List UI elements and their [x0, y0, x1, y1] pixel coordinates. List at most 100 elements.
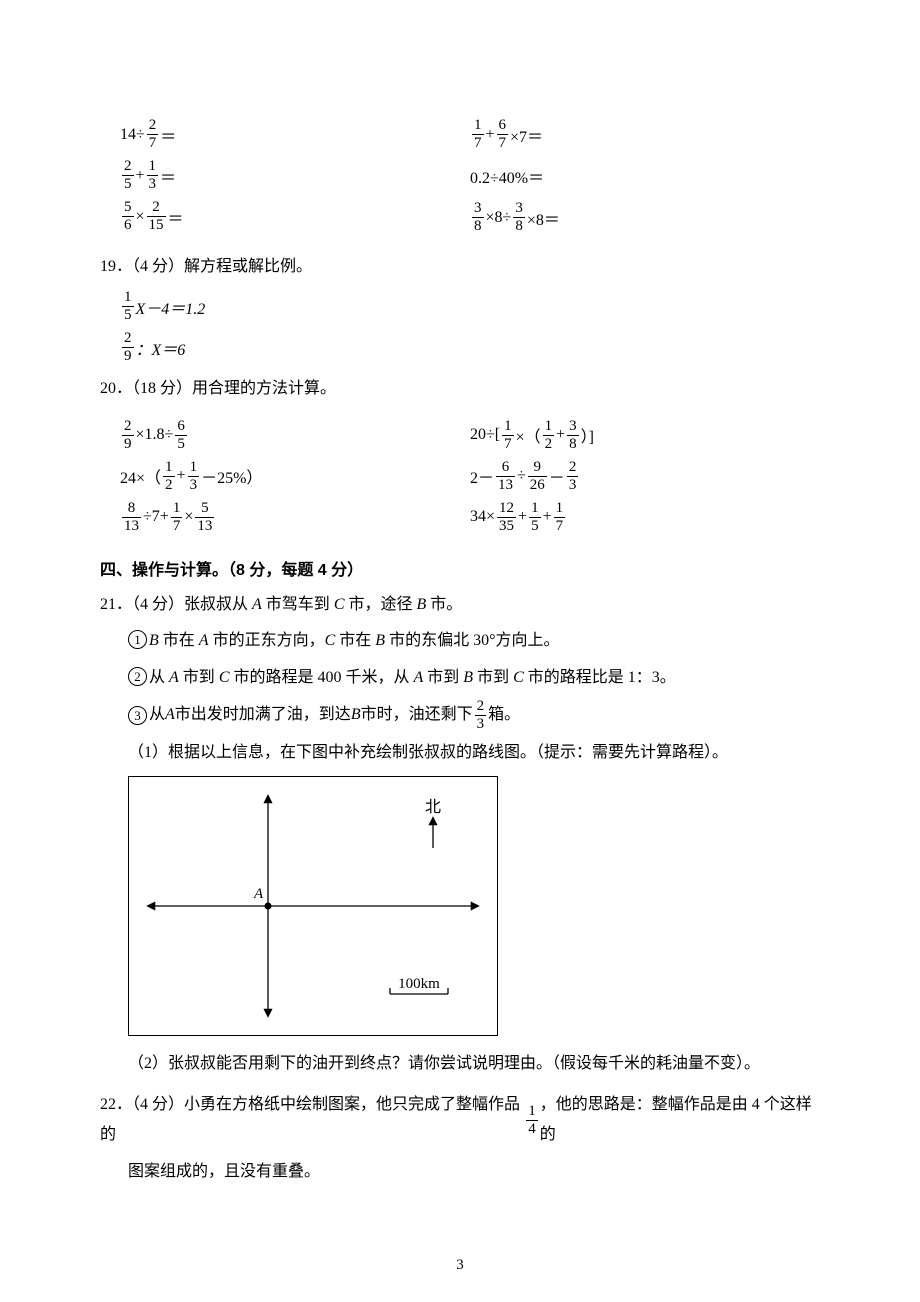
var: B [417, 596, 427, 613]
text: 21．（4 分）张叔叔从 [100, 596, 252, 613]
text: 20÷[ [470, 426, 500, 444]
fraction: 27 [147, 118, 159, 151]
q21-sub2: （2）张叔叔能否用剩下的油开到终点？请你尝试说明理由。（假设每千米的耗油量不变）… [128, 1049, 820, 1079]
fraction: 13 [147, 159, 159, 192]
arith-left-col: 14÷ 27 ＝ 25 + 13 ＝ 56 × 215 ＝ [120, 110, 470, 242]
fraction: 14 [526, 1104, 538, 1137]
text: 市，途径 [344, 596, 416, 613]
arith-expr: 56 × 215 ＝ [120, 200, 470, 233]
circled-number: 1 [128, 630, 147, 649]
circled-number: 3 [128, 706, 147, 725]
text: 22．（4 分）小勇在方格纸中绘制图案，他只完成了整幅作品的 [100, 1090, 524, 1151]
text: X－4＝1.2 [136, 295, 206, 319]
arith-expr: 38 ×8÷ 38 ×8＝ [470, 201, 820, 234]
text: + [177, 467, 186, 485]
page-number: 3 [0, 1257, 920, 1274]
text: ×7＝ [510, 123, 543, 147]
fraction: 38 [567, 419, 579, 452]
text: 市到 [473, 669, 513, 686]
q19: 19．（4 分）解方程或解比例。 15 X－4＝1.2 29 ：X＝6 [100, 252, 820, 364]
q21-cond2: 2从 A 市到 C 市的路程是 400 千米，从 A 市到 B 市到 C 市的路… [128, 663, 820, 693]
route-diagram: A北100km [128, 776, 498, 1036]
svg-text:100km: 100km [398, 976, 440, 992]
var: B [375, 632, 385, 649]
var: B [351, 700, 361, 730]
text: 14÷ [120, 126, 145, 144]
fraction: 15 [529, 501, 541, 534]
fraction: 38 [472, 201, 484, 234]
fraction: 23 [567, 460, 579, 493]
text: 市。 [426, 596, 462, 613]
text: ，他的思路是：整幅作品是由 4 个这样的 [540, 1090, 820, 1151]
text: 市到 [179, 669, 219, 686]
svg-text:北: 北 [425, 798, 441, 816]
var: C [325, 632, 336, 649]
text: ×1.8÷ [136, 426, 174, 444]
q22-line2: 图案组成的，且没有重叠。 [128, 1157, 820, 1187]
arith-expr: 0.2÷40%＝ [470, 159, 820, 193]
text: 2－ [470, 464, 494, 488]
q21-cond1: 1B 市在 A 市的正东方向，C 市在 B 市的东偏北 30°方向上。 [128, 626, 820, 656]
q19-eq1: 15 X－4＝1.2 [120, 290, 820, 323]
text: + [518, 508, 527, 526]
var: A [165, 700, 175, 730]
fraction: 17 [171, 501, 183, 534]
fraction: 13 [188, 460, 200, 493]
q20-expr: 24×（ 12 + 13 －25%） [120, 460, 470, 493]
circled-number: 2 [128, 667, 147, 686]
fraction: 17 [502, 419, 514, 452]
text: 34× [470, 508, 495, 526]
text: ＝ [160, 123, 176, 147]
text: ＝ [160, 164, 176, 188]
text: 市在 [335, 632, 375, 649]
q20-grid: 29 ×1.8÷ 65 24×（ 12 + 13 －25%） 813 ÷7+ 1… [120, 411, 820, 542]
text: 箱。 [488, 700, 520, 730]
var: A [252, 596, 262, 613]
q21-title: 21．（4 分）张叔叔从 A 市驾车到 C 市，途径 B 市。 [100, 590, 820, 620]
text: + [556, 426, 565, 444]
fraction: 613 [496, 460, 515, 493]
fraction: 25 [122, 159, 134, 192]
var: B [463, 669, 473, 686]
var: B [149, 632, 159, 649]
q20: 20．（18 分）用合理的方法计算。 29 ×1.8÷ 65 24×（ 12 +… [100, 374, 820, 541]
text: ×8÷ [486, 209, 512, 227]
q19-title: 19．（4 分）解方程或解比例。 [100, 252, 820, 282]
var: C [513, 669, 524, 686]
q19-eq2: 29 ：X＝6 [120, 331, 820, 364]
fraction: 926 [528, 460, 547, 493]
fraction: 215 [147, 200, 166, 233]
page: 14÷ 27 ＝ 25 + 13 ＝ 56 × 215 ＝ 17 + 67 [0, 0, 920, 1302]
arith-block: 14÷ 27 ＝ 25 + 13 ＝ 56 × 215 ＝ 17 + 67 [120, 110, 820, 242]
text: 从 [149, 700, 165, 730]
text: 市出发时加满了油，到达 [175, 700, 351, 730]
var: A [169, 669, 179, 686]
text: 0.2÷40%＝ [470, 164, 544, 188]
q20-title: 20．（18 分）用合理的方法计算。 [100, 374, 820, 404]
fraction: 15 [122, 290, 134, 323]
text: 24×（ [120, 464, 161, 488]
text: ×8＝ [527, 206, 560, 230]
fraction: 23 [475, 699, 487, 732]
text: + [486, 126, 495, 144]
q22-line1: 22．（4 分）小勇在方格纸中绘制图案，他只完成了整幅作品的 14 ，他的思路是… [100, 1090, 820, 1151]
q21: 21．（4 分）张叔叔从 A 市驾车到 C 市，途径 B 市。 1B 市在 A … [100, 590, 820, 1080]
fraction: 513 [195, 501, 214, 534]
text: ＝ [168, 205, 184, 229]
text: × [136, 208, 145, 226]
text: 市在 [159, 632, 199, 649]
q21-sub1: （1）根据以上信息，在下图中补充绘制张叔叔的路线图。（提示：需要先计算路程）。 [128, 738, 820, 768]
fraction: 813 [122, 501, 141, 534]
fraction: 65 [175, 419, 187, 452]
text: 市的路程比是 1：3。 [524, 669, 676, 686]
q20-expr: 2－ 613 ÷ 926 － 23 [470, 460, 820, 493]
var: A [414, 669, 424, 686]
text: －25%） [201, 464, 262, 488]
text: 从 [149, 669, 169, 686]
fraction: 29 [122, 419, 134, 452]
q20-expr: 20÷[ 17 ×（ 12 + 38 ）] [470, 419, 820, 452]
q20-expr: 813 ÷7+ 17 × 513 [120, 501, 470, 534]
text: 市到 [423, 669, 463, 686]
var: C [219, 669, 230, 686]
var: A [199, 632, 209, 649]
